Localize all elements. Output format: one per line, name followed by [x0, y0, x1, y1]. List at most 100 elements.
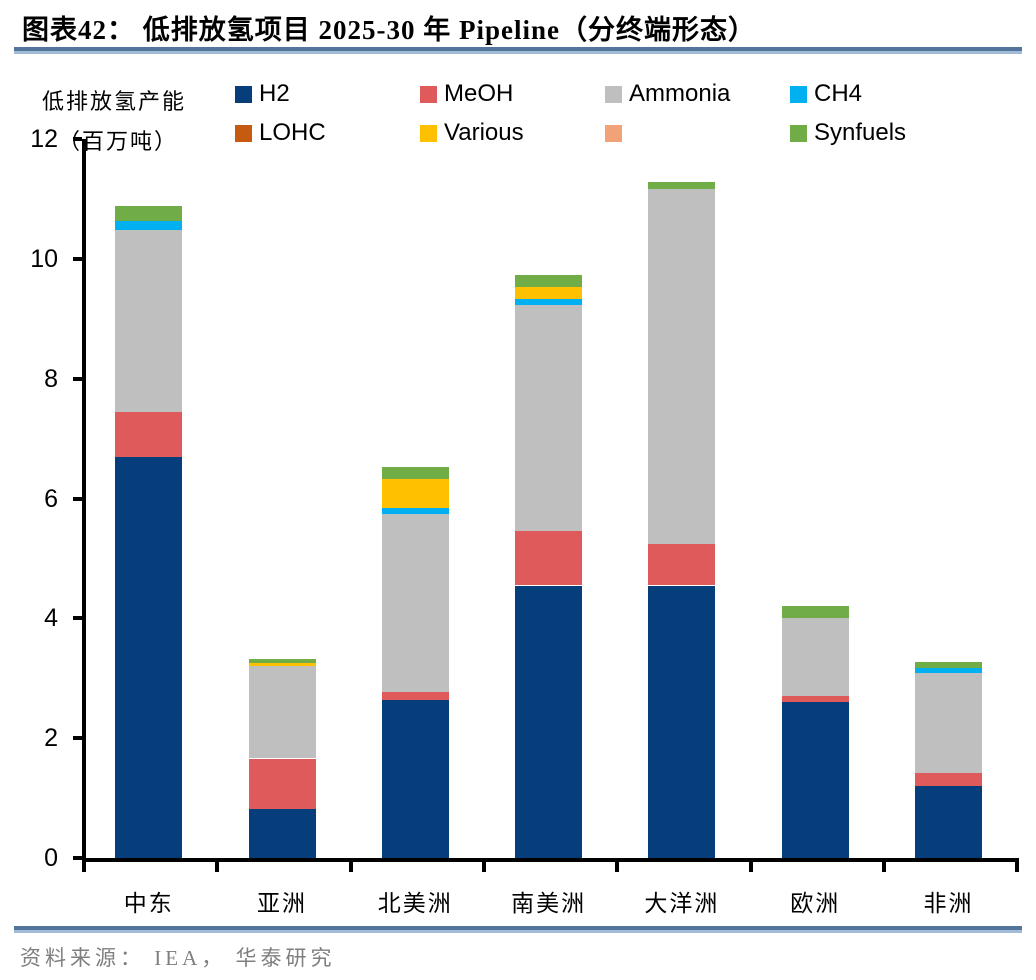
legend-label: H2 — [259, 80, 290, 107]
y-tick-label: 12 — [30, 125, 58, 153]
bar-南美洲-Ammonia-segment — [515, 305, 583, 531]
legend-label: LOHC — [259, 119, 326, 146]
title-rule-dark-line — [14, 47, 1022, 51]
legend-label: CH4 — [814, 80, 863, 107]
bar-北美洲-Synfuels-segment — [381, 466, 449, 480]
bar-中东-Synfuels-segment — [115, 205, 183, 222]
y-tick-label: 2 — [44, 724, 58, 752]
y-tick — [73, 856, 82, 860]
x-axis-label-中东: 中东 — [123, 891, 174, 916]
bar-中东-Ammonia-segment — [115, 230, 183, 412]
y-axis-label-line1: 低排放氢产能 — [42, 89, 187, 114]
y-tick — [73, 137, 82, 141]
y-tick — [73, 257, 82, 261]
bar-南美洲-Synfuels-segment — [515, 275, 583, 288]
legend-label: Synfuels — [814, 119, 907, 146]
y-tick — [73, 497, 82, 501]
bar-非洲-Ammonia-segment — [915, 672, 982, 773]
x-tick — [748, 862, 753, 872]
bar-南美洲-Various-segment — [515, 287, 583, 300]
y-tick — [73, 736, 82, 740]
legend-item-h2: H2 — [235, 80, 290, 107]
bar-南美洲-H2-segment — [515, 585, 583, 858]
y-tick — [73, 377, 82, 381]
bar-非洲-CH4-segment — [915, 668, 982, 673]
x-axis-label-亚洲: 亚洲 — [257, 891, 307, 916]
x-tick — [615, 862, 620, 872]
bar-亚洲-Ammonia-segment — [248, 666, 316, 759]
bar-中东-CH4-segment — [115, 221, 183, 231]
x-axis-label-北美洲: 北美洲 — [377, 891, 453, 916]
legend-label: Ammonia — [629, 80, 731, 107]
bar-北美洲-CH4-segment — [381, 508, 449, 514]
bar-非洲-MeOH-segment — [915, 772, 982, 787]
y-tick-label: 6 — [44, 485, 58, 513]
y-tick-label: 4 — [44, 604, 58, 632]
bar-北美洲-H2-segment — [381, 699, 449, 858]
y-tick — [73, 616, 82, 620]
legend-swatch-lohc — [235, 124, 252, 142]
legend-swatch-ch4 — [790, 85, 807, 103]
x-axis-label-大洋洲: 大洋洲 — [644, 891, 720, 916]
x-tick — [881, 862, 886, 872]
legend-swatch-h2 — [235, 85, 252, 103]
y-tick-label: 8 — [44, 365, 58, 393]
footer-rule-light-line — [14, 930, 1022, 933]
y-tick-label: 0 — [44, 844, 58, 872]
y-tick-label: 10 — [30, 245, 58, 273]
x-axis-label-南美洲: 南美洲 — [511, 891, 587, 916]
bar-非洲-H2-segment — [915, 786, 982, 858]
bar-亚洲-MeOH-segment — [248, 758, 316, 809]
bar-北美洲-MeOH-segment — [381, 692, 449, 700]
footer-rule-dark-line — [14, 926, 1022, 930]
bar-欧洲-H2-segment — [781, 702, 849, 858]
title-rule-light-line — [14, 51, 1022, 54]
legend-label: Various — [444, 119, 524, 146]
bar-亚洲-Synfuels-segment — [248, 658, 316, 663]
bar-北美洲-Various-segment — [381, 479, 449, 509]
bar-南美洲-CH4-segment — [515, 299, 583, 306]
bar-大洋洲-Synfuels-segment — [648, 182, 716, 189]
y-axis — [82, 139, 86, 862]
legend-swatch-unlabeled — [605, 124, 622, 142]
x-tick — [348, 862, 353, 872]
legend-item-meoh: MeOH — [420, 80, 514, 107]
bar-亚洲-Various-segment — [248, 662, 316, 667]
x-tick — [481, 862, 486, 872]
bar-大洋洲-H2-segment — [648, 585, 716, 858]
y-axis-label-line2: （百万吨） — [58, 129, 179, 154]
x-axis — [82, 858, 1019, 862]
legend-item-synfuels: Synfuels — [790, 119, 907, 146]
bar-大洋洲-Ammonia-segment — [648, 188, 716, 545]
bar-欧洲-MeOH-segment — [781, 695, 849, 703]
chart-title: 图表42： 低排放氢项目 2025-30 年 Pipeline（分终端形态） — [22, 15, 756, 45]
legend-item-ch4: CH4 — [790, 80, 863, 107]
legend-item-lohc: LOHC — [235, 119, 326, 146]
legend-item-ammonia: Ammonia — [605, 80, 731, 107]
legend-label: MeOH — [444, 80, 514, 107]
x-tick — [82, 862, 86, 872]
x-axis-label-非洲: 非洲 — [923, 891, 974, 916]
bar-非洲-Synfuels-segment — [915, 661, 982, 669]
x-tick — [1015, 862, 1020, 872]
legend-swatch-ammonia — [605, 85, 622, 103]
x-axis-label-欧洲: 欧洲 — [790, 891, 841, 916]
title-rule — [14, 47, 1022, 54]
bar-欧洲-Synfuels-segment — [781, 605, 849, 618]
bar-中东-H2-segment — [115, 456, 183, 858]
legend-swatch-meoh — [420, 85, 437, 103]
legend-swatch-various — [420, 124, 437, 142]
bar-欧洲-Ammonia-segment — [781, 617, 849, 696]
footer-rule — [14, 926, 1022, 933]
bar-北美洲-Ammonia-segment — [381, 513, 449, 693]
legend-item-various: Various — [420, 119, 524, 146]
bar-中东-MeOH-segment — [115, 411, 183, 457]
bar-大洋洲-MeOH-segment — [648, 544, 716, 586]
x-tick — [215, 862, 220, 872]
source-text: 资料来源： IEA， 华泰研究 — [20, 946, 336, 970]
bar-南美洲-MeOH-segment — [515, 530, 583, 586]
legend-swatch-synfuels — [790, 124, 807, 142]
bar-亚洲-H2-segment — [248, 808, 316, 858]
legend-item-unlabeled — [605, 123, 622, 143]
